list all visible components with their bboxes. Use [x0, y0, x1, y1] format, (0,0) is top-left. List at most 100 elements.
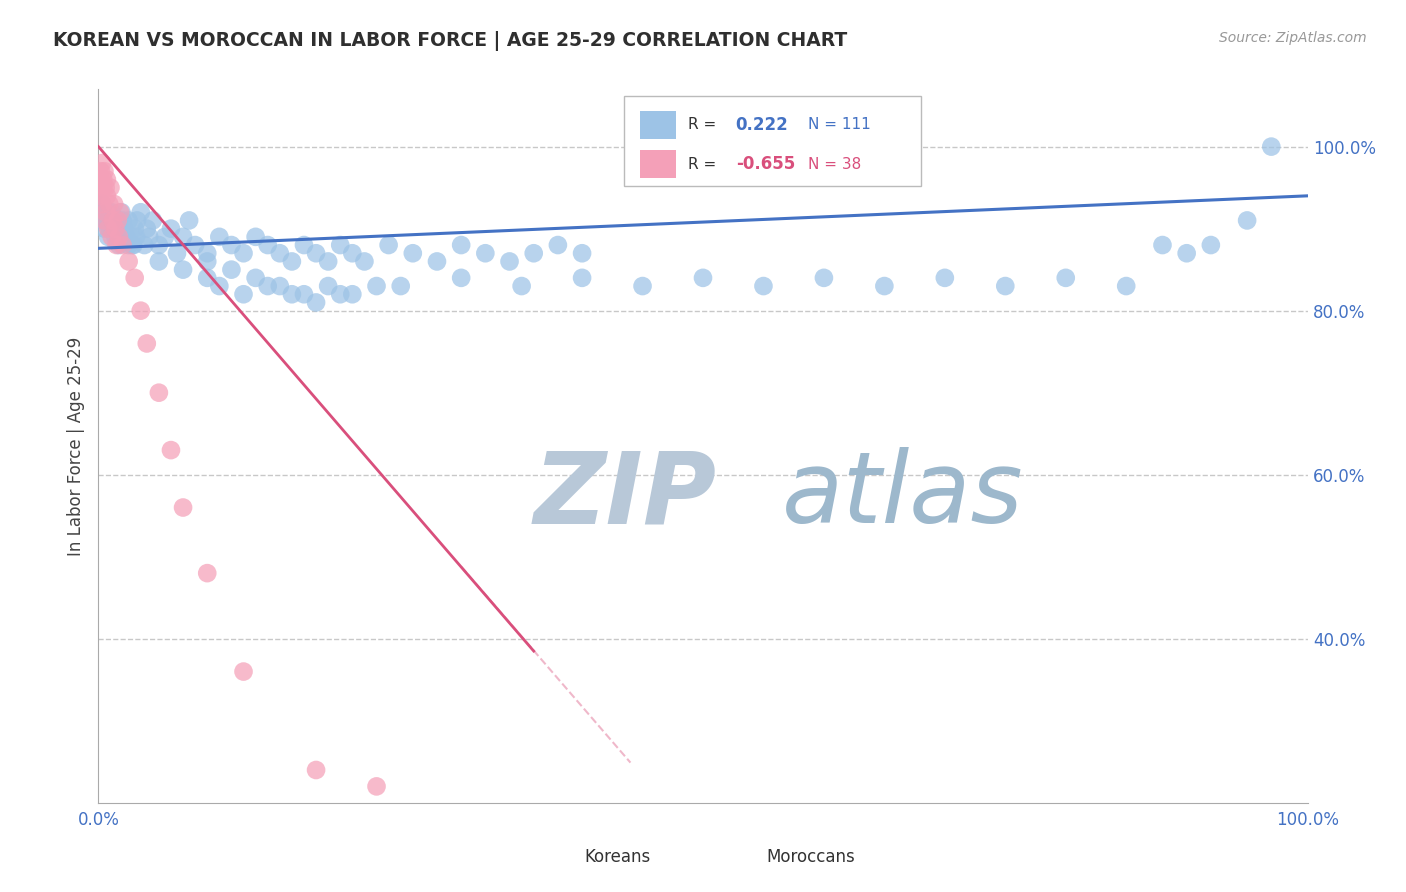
Point: [103, 213, 125, 227]
Point: [108, 230, 131, 244]
Point: [91, 172, 114, 186]
Point: [166, 246, 188, 260]
Text: ZIP: ZIP: [534, 448, 717, 544]
Point: [100, 213, 122, 227]
Point: [316, 279, 339, 293]
Point: [342, 287, 364, 301]
Point: [1054, 270, 1077, 285]
FancyBboxPatch shape: [640, 150, 676, 178]
Point: [93, 213, 115, 227]
Point: [101, 213, 124, 227]
Point: [1260, 139, 1282, 153]
Point: [342, 246, 364, 260]
Point: [135, 336, 157, 351]
Point: [510, 279, 533, 293]
Point: [91, 197, 114, 211]
Point: [122, 238, 145, 252]
Point: [96, 172, 118, 186]
Point: [305, 295, 328, 310]
Point: [107, 213, 129, 227]
Point: [353, 254, 375, 268]
Point: [93, 205, 115, 219]
Point: [100, 213, 122, 227]
Point: [195, 254, 218, 268]
Point: [172, 262, 194, 277]
Point: [402, 246, 425, 260]
Point: [179, 213, 201, 227]
Point: [366, 780, 388, 794]
Point: [148, 385, 170, 400]
Point: [329, 287, 352, 301]
Point: [1236, 213, 1258, 227]
Point: [195, 566, 218, 581]
Point: [329, 238, 352, 252]
Point: [208, 279, 231, 293]
Text: N = 38: N = 38: [808, 157, 862, 171]
Point: [523, 246, 546, 260]
Point: [108, 238, 131, 252]
Point: [91, 180, 114, 194]
Point: [120, 230, 142, 244]
Point: [91, 197, 114, 211]
Point: [389, 279, 412, 293]
Point: [108, 205, 131, 219]
Point: [105, 221, 128, 235]
FancyBboxPatch shape: [546, 847, 575, 868]
Point: [96, 213, 118, 227]
FancyBboxPatch shape: [727, 847, 756, 868]
Point: [377, 238, 399, 252]
Point: [281, 254, 304, 268]
Point: [269, 279, 291, 293]
Point: [547, 238, 569, 252]
Point: [160, 443, 183, 458]
Point: [121, 238, 143, 252]
Point: [498, 254, 520, 268]
Point: [221, 262, 243, 277]
Point: [474, 246, 496, 260]
Point: [100, 180, 122, 194]
Point: [108, 221, 131, 235]
Text: R =: R =: [689, 157, 721, 171]
Point: [148, 238, 170, 252]
Point: [107, 213, 129, 227]
Point: [108, 230, 131, 244]
Point: [256, 279, 278, 293]
Point: [692, 270, 714, 285]
Text: Source: ZipAtlas.com: Source: ZipAtlas.com: [1219, 31, 1367, 45]
Point: [153, 230, 176, 244]
Point: [172, 230, 194, 244]
Point: [98, 205, 121, 219]
Point: [366, 279, 388, 293]
Point: [221, 238, 243, 252]
Point: [100, 230, 122, 244]
Point: [138, 230, 160, 244]
Point: [104, 230, 127, 244]
Point: [474, 829, 496, 843]
Point: [112, 221, 135, 235]
Point: [245, 270, 267, 285]
Point: [232, 246, 254, 260]
Point: [118, 238, 141, 252]
Point: [98, 197, 121, 211]
Point: [129, 205, 152, 219]
Point: [135, 221, 157, 235]
Point: [281, 287, 304, 301]
Point: [124, 221, 146, 235]
Point: [232, 665, 254, 679]
Text: atlas: atlas: [782, 448, 1024, 544]
Point: [934, 270, 956, 285]
Point: [1199, 238, 1222, 252]
Point: [93, 164, 115, 178]
Point: [93, 221, 115, 235]
Point: [994, 279, 1017, 293]
Point: [571, 270, 593, 285]
Point: [631, 279, 654, 293]
Point: [90, 172, 112, 186]
Point: [97, 221, 120, 235]
Point: [305, 246, 328, 260]
Point: [104, 221, 127, 235]
Point: [118, 213, 141, 227]
Point: [160, 221, 183, 235]
Point: [813, 270, 835, 285]
Point: [110, 205, 132, 219]
